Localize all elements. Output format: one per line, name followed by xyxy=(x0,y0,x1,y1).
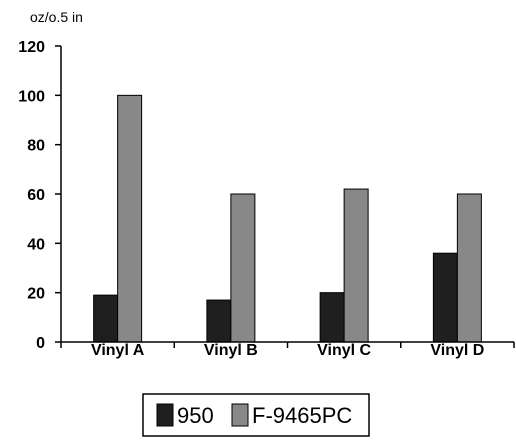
legend: 950 F-9465PC xyxy=(142,393,370,437)
legend-label-950: 950 xyxy=(177,403,214,428)
bar-f9465pc xyxy=(456,193,482,343)
bar-f9465pc xyxy=(117,94,143,343)
bar-950 xyxy=(93,294,119,343)
x-category-label: Vinyl B xyxy=(204,342,258,359)
y-tick-label: 0 xyxy=(36,335,45,352)
y-tick-label: 60 xyxy=(27,187,45,204)
bar-f9465pc xyxy=(230,193,256,343)
y-tick-label: 20 xyxy=(27,286,45,303)
y-unit-label: oz/o.5 in xyxy=(30,9,83,25)
y-tick-label: 40 xyxy=(27,236,45,253)
plot-area: 0 20 40 60 80 100 120 Vinyl A Vinyl B Vinyl C Viny… xyxy=(18,39,515,359)
legend-label-f9465pc: F-9465PC xyxy=(252,403,352,428)
x-category-label: Vinyl A xyxy=(91,342,145,359)
bar-950 xyxy=(319,292,345,343)
legend-swatch-950 xyxy=(156,403,174,427)
bar-f9465pc xyxy=(343,188,369,343)
x-category-label: Vinyl C xyxy=(317,342,371,359)
x-category-label: Vinyl D xyxy=(430,342,484,359)
bar-950 xyxy=(206,299,232,343)
legend-box xyxy=(142,393,370,437)
y-tick-label: 80 xyxy=(27,138,45,155)
y-tick-label: 120 xyxy=(18,39,45,56)
legend-swatch-f9465pc xyxy=(231,403,249,427)
y-tick-label: 100 xyxy=(18,88,45,105)
bar-950 xyxy=(432,252,458,343)
